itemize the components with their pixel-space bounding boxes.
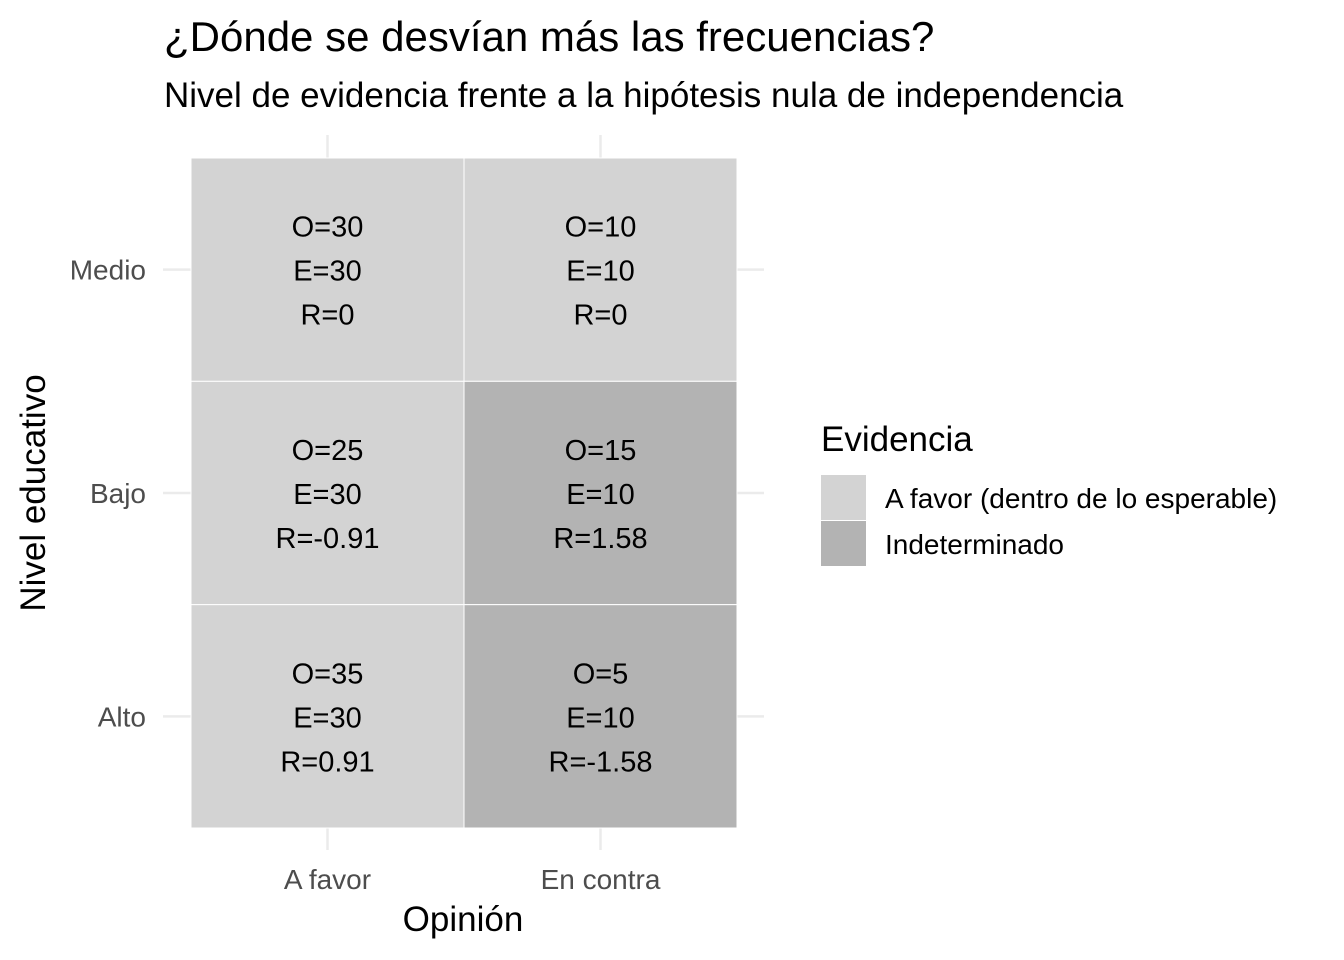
y-axis-title: Nivel educativo [14, 374, 53, 611]
cell-label-expected: E=10 [566, 479, 635, 511]
cell-label-expected: E=30 [293, 256, 362, 288]
legend: Evidencia A favor (dentro de lo esperabl… [821, 420, 1277, 566]
cell-label-residual: R=-1.58 [549, 746, 653, 778]
cell-label-observed: O=35 [292, 658, 364, 690]
cell-label-observed: O=5 [573, 658, 629, 690]
cell-label-expected: E=10 [566, 702, 635, 734]
chart-title: ¿Dónde se desvían más las frecuencias? [164, 13, 935, 60]
x-axis-title: Opinión [403, 900, 524, 939]
cell-label-residual: R=0 [300, 300, 354, 332]
cell-label-observed: O=30 [292, 212, 364, 244]
cell-labels: O=30 E=30 R=0 O=10 E=10 R=0 O=25 E=30 R=-0.91 O=1… [276, 212, 653, 779]
cell-label-observed: O=15 [565, 435, 637, 467]
heatmap-cell [190, 380, 465, 606]
heatmap-cell [190, 604, 465, 829]
cell-label-observed: O=10 [565, 212, 637, 244]
heatmap-cell [190, 157, 465, 382]
heatmap-cell [463, 380, 738, 606]
heatmap-cell [463, 604, 738, 829]
axes: Opinión Nivel educativo A favor En contra… [14, 255, 661, 939]
y-tick-label: Medio [70, 255, 146, 286]
cell-label-expected: E=30 [293, 702, 362, 734]
cell-label-observed: O=25 [292, 435, 364, 467]
legend-title: Evidencia [821, 420, 973, 459]
y-tick-label: Alto [98, 701, 146, 732]
heatmap-cells [190, 157, 738, 829]
legend-key [821, 521, 866, 566]
cell-label-residual: R=1.58 [553, 523, 647, 555]
cell-label-residual: R=0.91 [280, 746, 374, 778]
x-tick-label: En contra [541, 864, 661, 895]
cell-label-expected: E=30 [293, 479, 362, 511]
cell-label-residual: R=0 [573, 300, 627, 332]
cell-label-residual: R=-0.91 [276, 523, 380, 555]
x-tick-label: A favor [284, 864, 371, 895]
legend-key [821, 475, 866, 520]
heatmap-cell [463, 157, 738, 382]
legend-label: Indeterminado [885, 529, 1064, 560]
legend-label: A favor (dentro de lo esperable) [885, 483, 1277, 514]
y-tick-label: Bajo [90, 478, 146, 509]
chart-subtitle: Nivel de evidencia frente a la hipótesis… [164, 76, 1124, 115]
cell-label-expected: E=10 [566, 256, 635, 288]
